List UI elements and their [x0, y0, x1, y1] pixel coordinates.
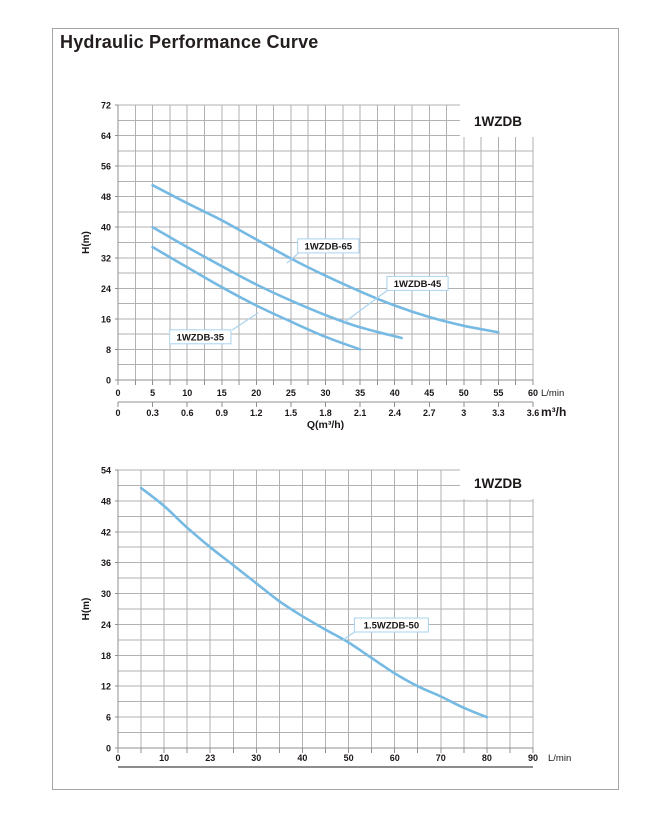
svg-text:0: 0 — [115, 753, 120, 763]
svg-text:H(m): H(m) — [81, 231, 92, 254]
svg-text:30: 30 — [320, 388, 330, 398]
x-axis-labels: 0 10 23 30 40 50 60 70 80 90 L/min — [115, 753, 571, 764]
svg-text:40: 40 — [390, 388, 400, 398]
svg-text:0.6: 0.6 — [181, 408, 194, 418]
svg-text:3: 3 — [461, 408, 466, 418]
top-chart: 0 5 10 15 20 25 30 35 40 45 50 55 60 L/min08162432404… — [81, 101, 566, 432]
svg-text:70: 70 — [436, 753, 446, 763]
svg-text:10: 10 — [159, 753, 169, 763]
svg-text:48: 48 — [101, 496, 111, 506]
curve-1WZDB-35 — [151, 245, 362, 351]
document-frame — [52, 28, 619, 790]
svg-text:10: 10 — [182, 388, 192, 398]
svg-text:23: 23 — [205, 753, 215, 763]
svg-text:35: 35 — [355, 388, 365, 398]
svg-text:45: 45 — [424, 388, 434, 398]
svg-text:1.5: 1.5 — [285, 408, 298, 418]
svg-text:50: 50 — [344, 753, 354, 763]
curve-1WZDB-45 — [151, 225, 403, 340]
svg-text:2.7: 2.7 — [423, 408, 436, 418]
svg-text:42: 42 — [101, 527, 111, 537]
svg-text:72: 72 — [101, 101, 111, 111]
svg-text:1.8: 1.8 — [319, 408, 332, 418]
svg-text:48: 48 — [101, 192, 111, 202]
svg-text:1WZDB-35: 1WZDB-35 — [177, 332, 225, 343]
secondary-x-axis: 0 0.3 0.6 0.9 1.2 1.5 1.8 2.1 2.4 2.7 3 3.3 3.6 m³/h Q… — [115, 401, 566, 431]
svg-text:55: 55 — [493, 388, 503, 398]
y-axis-labels: 0 6 12 18 24 30 36 42 48 54 H(m) — [81, 466, 111, 754]
svg-text:16: 16 — [101, 314, 111, 324]
svg-text:1WZDB: 1WZDB — [474, 476, 522, 491]
svg-text:56: 56 — [101, 162, 111, 172]
svg-text:18: 18 — [101, 651, 111, 661]
svg-text:12: 12 — [101, 682, 111, 692]
svg-text:40: 40 — [297, 753, 307, 763]
svg-text:24: 24 — [101, 620, 111, 630]
svg-text:8: 8 — [106, 345, 111, 355]
svg-text:0.3: 0.3 — [146, 408, 159, 418]
svg-text:40: 40 — [101, 223, 111, 233]
svg-text:0: 0 — [106, 744, 111, 754]
svg-text:90: 90 — [528, 753, 538, 763]
svg-text:H(m): H(m) — [81, 598, 92, 621]
svg-text:25: 25 — [286, 388, 296, 398]
svg-text:80: 80 — [482, 753, 492, 763]
page-title: Hydraulic Performance Curve — [60, 32, 319, 52]
svg-text:0: 0 — [115, 408, 120, 418]
svg-text:60: 60 — [528, 388, 538, 398]
svg-text:1.2: 1.2 — [250, 408, 263, 418]
svg-text:54: 54 — [101, 466, 111, 476]
axes — [115, 469, 534, 753]
svg-text:m³/h: m³/h — [541, 405, 566, 419]
svg-text:20: 20 — [251, 388, 261, 398]
svg-text:36: 36 — [101, 558, 111, 568]
svg-text:Q(m³/h): Q(m³/h) — [307, 419, 344, 431]
curve-label-1WZDB-35: 1WZDB-35 — [169, 312, 259, 345]
grid — [117, 104, 534, 381]
svg-text:1WZDB: 1WZDB — [474, 114, 522, 129]
curve-label-1.5WZDB-50: 1.5WZDB-50 — [342, 617, 429, 641]
svg-text:6: 6 — [106, 713, 111, 723]
chart-title: 1WZDB — [460, 469, 536, 499]
svg-text:15: 15 — [217, 388, 227, 398]
curve-1.5WZDB-50 — [139, 486, 489, 719]
svg-text:3.6: 3.6 — [527, 408, 540, 418]
svg-text:2.1: 2.1 — [354, 408, 367, 418]
svg-text:30: 30 — [251, 753, 261, 763]
svg-text:0: 0 — [106, 376, 111, 386]
svg-text:1.5WZDB-50: 1.5WZDB-50 — [364, 621, 419, 632]
curve-label-1WZDB-45: 1WZDB-45 — [344, 275, 449, 323]
svg-text:2.4: 2.4 — [388, 408, 401, 418]
svg-text:30: 30 — [101, 589, 111, 599]
svg-text:60: 60 — [390, 753, 400, 763]
svg-text:0: 0 — [115, 388, 120, 398]
svg-text:5: 5 — [150, 388, 155, 398]
svg-text:L/min: L/min — [548, 753, 571, 764]
svg-text:24: 24 — [101, 284, 111, 294]
chart-title: 1WZDB — [460, 104, 536, 137]
x-axis-labels: 0 5 10 15 20 25 30 35 40 45 50 55 60 L/min — [115, 388, 564, 399]
bottom-chart: 0 10 23 30 40 50 60 70 80 90 L/min 0 6 12 18 24 30 36 42 48… — [81, 466, 571, 768]
grid — [117, 469, 534, 749]
svg-text:32: 32 — [101, 253, 111, 263]
y-axis-labels: 0 8 16 24 32 40 48 56 64 72 H(m) — [81, 101, 111, 386]
svg-text:1WZDB-65: 1WZDB-65 — [305, 241, 353, 252]
svg-text:1WZDB-45: 1WZDB-45 — [394, 279, 442, 290]
curve-label-1WZDB-65: 1WZDB-65 — [286, 238, 360, 264]
svg-text:3.3: 3.3 — [492, 408, 505, 418]
svg-text:64: 64 — [101, 131, 111, 141]
svg-text:0.9: 0.9 — [216, 408, 229, 418]
svg-text:50: 50 — [459, 388, 469, 398]
svg-text:L/min: L/min — [541, 388, 564, 399]
axes — [115, 104, 534, 385]
curve-1WZDB-65 — [151, 183, 500, 334]
